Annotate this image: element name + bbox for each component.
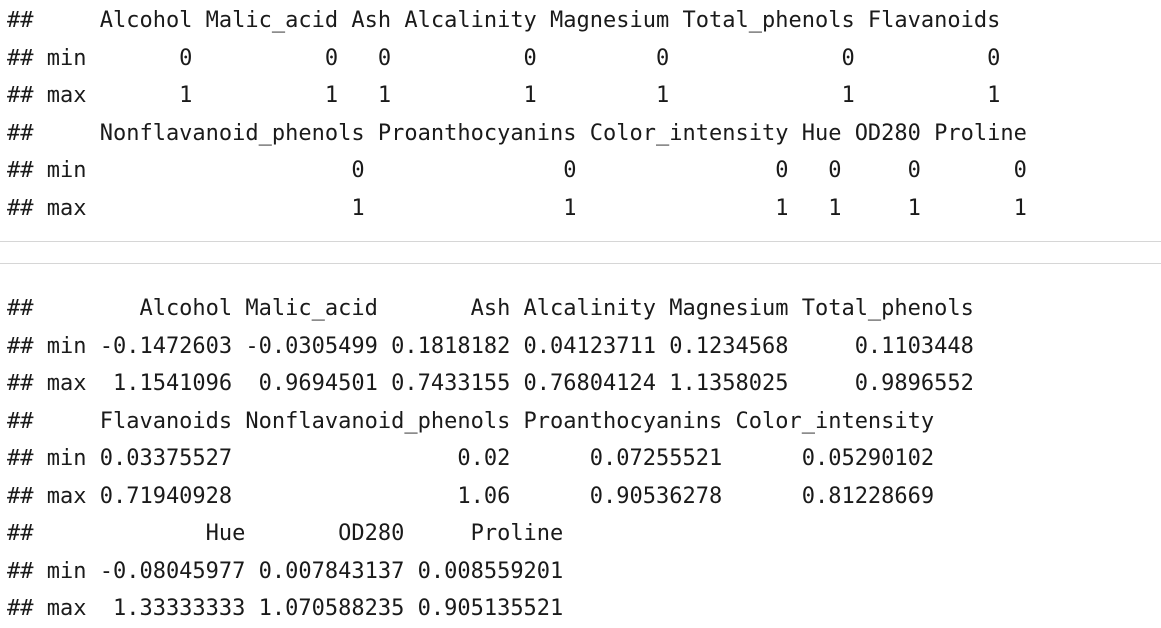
output-line: ## min -0.1472603 -0.0305499 0.1818182 0… bbox=[7, 333, 974, 359]
console-output-block-test-range: ## Alcohol Malic_acid Ash Alcalinity Mag… bbox=[0, 290, 1161, 628]
output-line: ## Flavanoids Nonflavanoid_phenols Proan… bbox=[7, 408, 935, 434]
console-output-block-normalized: ## Alcohol Malic_acid Ash Alcalinity Mag… bbox=[0, 2, 1161, 227]
output-separator-top bbox=[0, 241, 1161, 242]
output-line: ## Alcohol Malic_acid Ash Alcalinity Mag… bbox=[7, 8, 1001, 33]
output-line: ## Nonflavanoid_phenols Proanthocyanins … bbox=[7, 120, 1027, 146]
output-line: ## min 0.03375527 0.02 0.07255521 0.0529… bbox=[7, 446, 935, 471]
output-line: ## max 1.33333333 1.070588235 0.90513552… bbox=[7, 596, 564, 621]
output-line: ## min -0.08045977 0.007843137 0.0085592… bbox=[7, 558, 564, 584]
output-line: ## max 1.1541096 0.9694501 0.7433155 0.7… bbox=[7, 371, 974, 396]
output-line: ## Alcohol Malic_acid Ash Alcalinity Mag… bbox=[7, 296, 974, 321]
output-line: ## min 0 0 0 0 0 0 0 bbox=[7, 45, 1001, 71]
output-line: ## Hue OD280 Proline bbox=[7, 521, 564, 546]
output-line: ## min 0 0 0 0 0 0 bbox=[7, 158, 1027, 183]
output-line: ## max 1 1 1 1 1 1 bbox=[7, 195, 1027, 221]
output-separator-bottom bbox=[0, 263, 1161, 264]
output-line: ## max 0.71940928 1.06 0.90536278 0.8122… bbox=[7, 483, 935, 509]
output-line: ## max 1 1 1 1 1 1 1 bbox=[7, 83, 1001, 108]
